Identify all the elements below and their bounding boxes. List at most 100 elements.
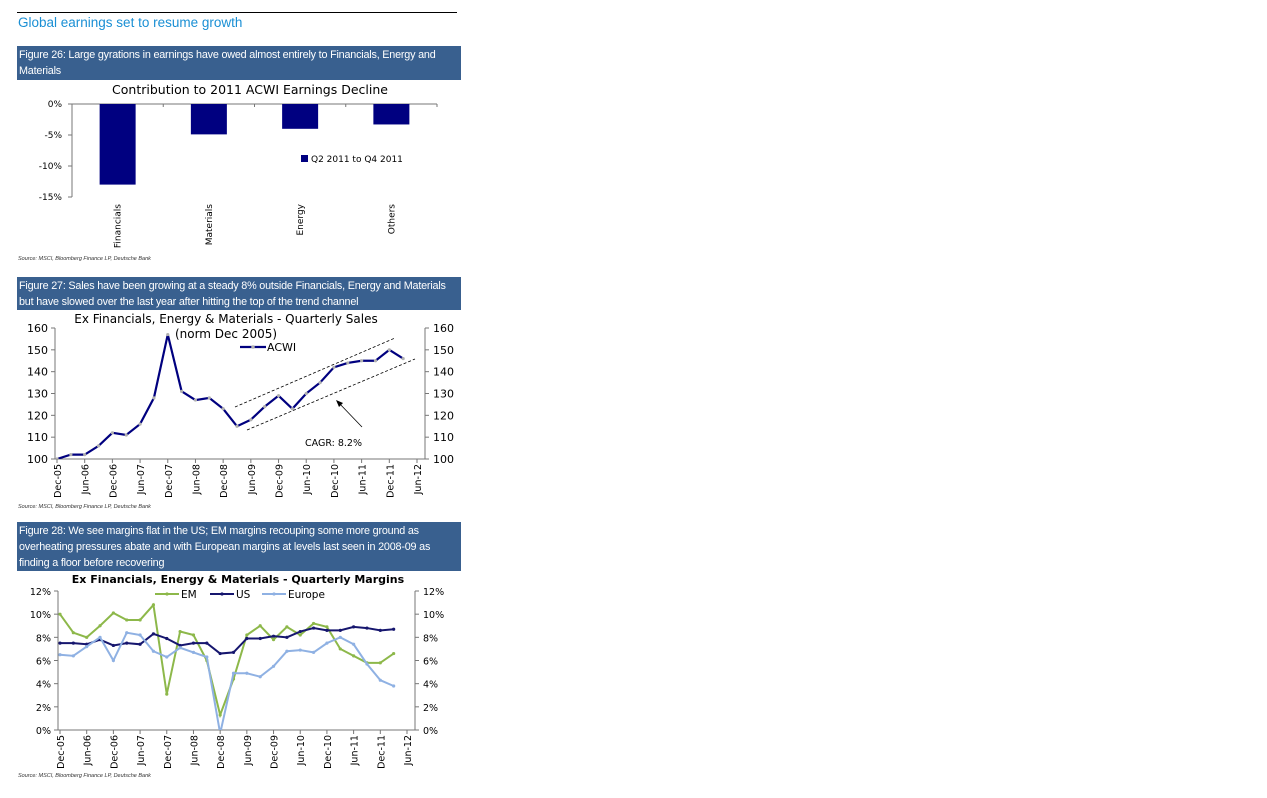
y-tick-label: 160 [27,322,48,335]
category-label: Financials [114,204,124,248]
data-point-acwi [401,356,405,361]
x-tick-label: Jun-11 [358,464,369,495]
data-point-acwi [373,359,378,363]
y-tick-label-right: 8% [423,633,438,644]
data-point-europe [178,646,182,650]
data-point-europe [98,635,102,639]
y-tick-label: 2% [36,703,51,714]
data-point-em [311,621,316,626]
data-point-us [205,641,209,645]
data-point-em [98,624,102,628]
x-tick-label: Jun-08 [189,735,200,766]
data-point-acwi [235,424,239,428]
chart-title: Contribution to 2011 ACWI Earnings Decli… [112,82,388,97]
series-line-us [60,625,394,655]
data-point-europe [245,671,249,675]
data-point-europe [151,649,156,653]
legend-label: Europe [288,589,325,601]
y-tick-label-right: 2% [423,703,438,714]
data-point-europe [258,675,262,679]
data-point-em [138,618,142,622]
data-point-acwi [180,389,184,393]
figure-27-header: Figure 27: Sales have been growing at a … [17,277,461,310]
series-line-acwi [56,334,404,459]
data-point-em [191,633,196,637]
data-point-acwi [152,396,156,400]
data-point-us [58,641,62,645]
figure-28-source: Source: MSCI, Bloomberg Finance LP, Deut… [18,773,151,779]
data-point-acwi [290,407,294,411]
x-tick-label: Jun-09 [247,464,258,495]
y-tick-label-right: 110 [433,431,454,444]
data-point-acwi [318,380,322,385]
chart-title: Ex Financials, Energy & Materials - Quar… [72,573,405,586]
bar-others [373,104,410,125]
x-tick-label: Dec-11 [376,735,387,769]
data-point-us [285,635,289,639]
data-point-us [245,636,249,641]
top-rule [17,12,457,13]
y-tick-label-right: 160 [433,322,454,335]
data-point-em [165,692,169,696]
x-tick-label: Jun-12 [403,735,414,766]
x-tick-label: Jun-08 [191,464,202,495]
category-label: Others [387,204,397,235]
y-tick-label-right: 10% [423,610,444,621]
legend-label: ACWI [267,341,296,354]
legend-label: EM [181,589,197,601]
y-tick-label-right: 0% [423,726,438,737]
data-point-em [378,661,382,665]
data-point-acwi [138,422,142,426]
data-point-us [125,641,129,645]
y-tick-label: 120 [27,409,48,422]
x-tick-label: Jun-06 [83,735,94,766]
data-point-europe [298,648,302,652]
data-point-europe [138,633,142,637]
data-point-em [338,647,342,651]
x-tick-label: Jun-09 [243,735,254,766]
y-tick-label: -15% [39,193,63,203]
data-point-acwi [83,453,87,457]
x-tick-label: Dec-11 [385,464,396,498]
legend-marker-acwi [251,345,255,349]
data-point-europe [205,655,209,659]
trend-channel-upper [234,337,396,408]
data-point-acwi [332,365,336,369]
figure-26-header: Figure 26: Large gyrations in earnings h… [17,46,461,80]
data-point-acwi [346,361,350,365]
data-point-acwi [221,407,225,411]
data-point-acwi [110,431,114,435]
x-tick-label: Jun-10 [302,464,313,495]
data-point-em [271,638,276,642]
x-tick-label: Dec-08 [219,464,230,498]
x-tick-label: Dec-10 [330,464,341,498]
data-point-acwi [166,332,170,337]
chart-title: Ex Financials, Energy & Materials - Quar… [74,312,377,326]
data-point-europe [71,654,75,658]
y-tick-label-right: 4% [423,680,438,691]
data-point-us [352,625,356,629]
y-tick-label: -10% [39,162,63,172]
y-tick-label: 140 [27,366,48,379]
data-point-acwi [249,418,253,422]
data-point-acwi [304,391,308,396]
data-point-us [258,636,262,641]
data-point-acwi [124,433,128,437]
bar-energy [282,104,319,129]
data-point-europe [352,642,356,646]
data-point-europe [378,678,382,682]
data-point-us [365,626,369,630]
legend-swatch [301,155,308,162]
section-title: Global earnings set to resume growth [18,15,243,30]
legend-marker-europe [272,592,276,596]
y-tick-label: 8% [36,633,51,644]
data-point-europe [58,653,62,657]
y-tick-label: 150 [27,344,48,357]
data-point-em [392,651,396,656]
data-point-em [245,633,249,637]
y-tick-label: 130 [27,388,48,401]
data-point-em [258,624,262,628]
data-point-europe [365,662,369,666]
